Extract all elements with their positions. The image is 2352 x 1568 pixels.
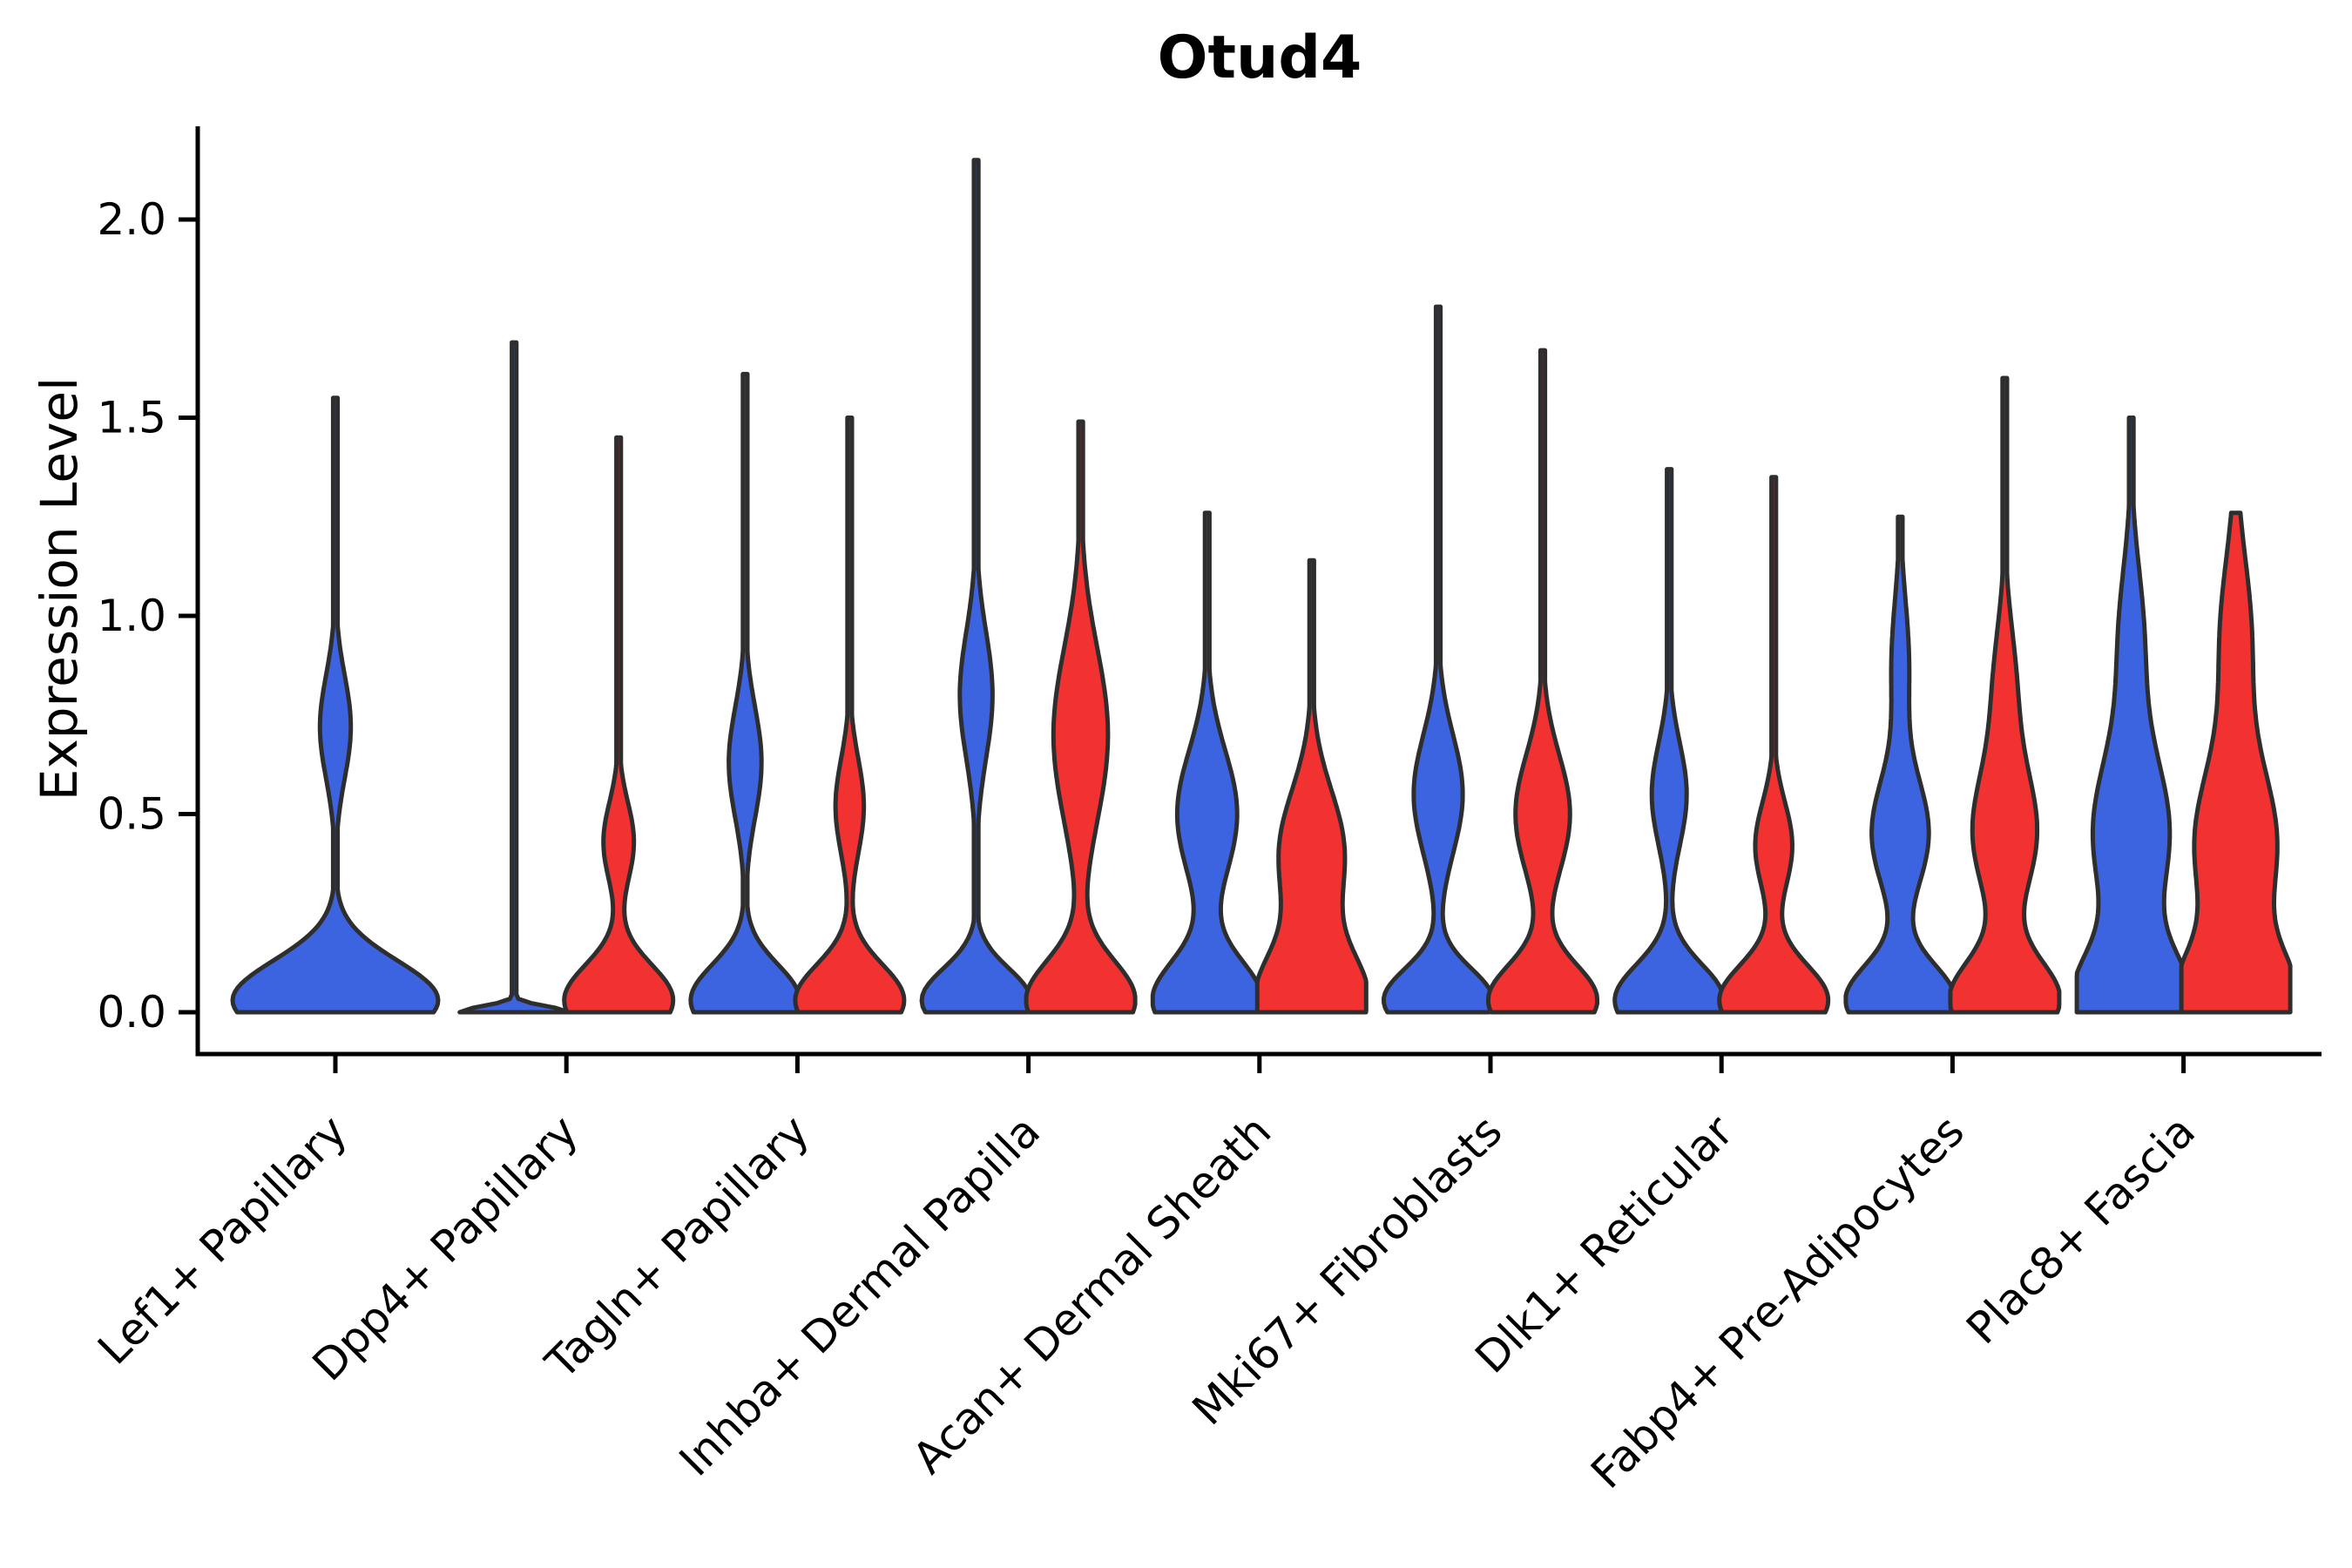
- y-tick-label: 0.5: [97, 789, 166, 840]
- x-tick-label: Fabp4+ Pre-Adipocytes: [1581, 1105, 1974, 1498]
- x-tick-label: Plac8+ Fascia: [1957, 1105, 2205, 1354]
- violin-7-red: [1948, 375, 2062, 1015]
- y-tick-label: 1.5: [97, 393, 166, 443]
- violin-2-blue: [688, 371, 802, 1015]
- violin-4-red: [1254, 558, 1369, 1015]
- violin-6-blue: [1612, 467, 1727, 1015]
- violin-8-red: [2179, 510, 2293, 1015]
- y-tick-label: 0.0: [97, 987, 166, 1037]
- violin-8-blue: [2074, 416, 2188, 1015]
- chart-title: Otud4: [1157, 24, 1362, 92]
- violin-4-blue: [1150, 510, 1264, 1015]
- violin-1-red: [562, 435, 676, 1015]
- violin-3-red: [1024, 419, 1138, 1015]
- y-tick-label: 2.0: [97, 194, 166, 245]
- violin-5-red: [1486, 348, 1599, 1015]
- y-tick-label: 1.0: [97, 591, 166, 641]
- violin-0-blue: [230, 395, 441, 1015]
- violin-1-blue: [457, 340, 571, 1015]
- violin-6-red: [1717, 475, 1831, 1015]
- violin-5-blue: [1382, 304, 1495, 1015]
- violin-7-blue: [1843, 514, 1957, 1015]
- violin-2-red: [793, 416, 907, 1015]
- x-tick-label: Lef1+ Papillary: [88, 1105, 356, 1374]
- violin-3-blue: [919, 158, 1033, 1015]
